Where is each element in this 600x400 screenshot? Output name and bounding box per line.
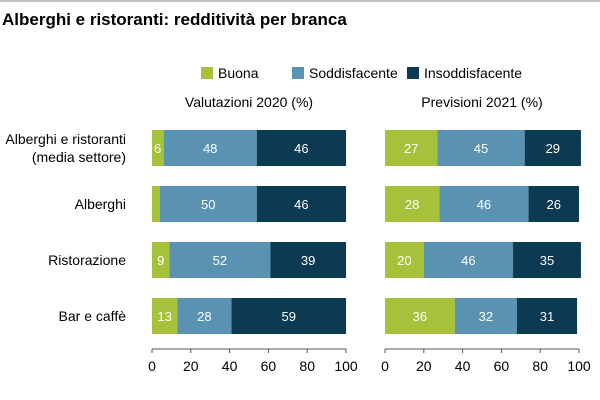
panel-1: Valutazioni 2020 (%) 6 48 46 50 46 9 52 39 13 28 59…	[148, 94, 358, 374]
x-tick-label-2-0: 0	[381, 358, 389, 374]
panel-title-2: Previsioni 2021 (%)	[421, 94, 542, 110]
bar-p1-c3-insoddisfacente	[270, 242, 346, 278]
bar-label-p2-c3-buona: 20	[397, 253, 411, 268]
bar-label-p2-c2-insoddisfacente: 26	[547, 197, 561, 212]
bar-p2-c1-buona	[385, 130, 438, 166]
bar-p2-c3-buona	[385, 242, 424, 278]
bar-label-p2-c1-insoddisfacente: 29	[546, 141, 560, 156]
x-tick-label-1-60: 60	[261, 358, 277, 374]
bar-label-p2-c1-buona: 27	[404, 141, 418, 156]
x-tick-label-2-40: 40	[455, 358, 471, 374]
bar-label-p2-c4-insoddisfacente: 31	[540, 309, 554, 324]
bar-label-p1-c1-buona: 6	[154, 141, 161, 156]
panel-2: Previsioni 2021 (%) 27 45 29 28 46 26 20 46 35 36 3…	[381, 94, 591, 374]
category-label-4-line-1: Bar e caffè	[59, 308, 127, 324]
panels: Valutazioni 2020 (%) 6 48 46 50 46 9 52 39 13 28 59…	[148, 94, 591, 374]
category-label-1-line-1: Alberghi e ristoranti	[5, 131, 126, 147]
bar-label-p2-c3-insoddisfacente: 35	[540, 253, 554, 268]
bar-p1-c2-insoddisfacente	[256, 186, 346, 222]
bar-label-p2-c3-soddisfacente: 46	[461, 253, 475, 268]
legend-swatch-insoddisfacente	[407, 67, 419, 79]
bar-p1-c4-insoddisfacente	[231, 298, 346, 334]
bar-p2-c1-insoddisfacente	[524, 130, 581, 166]
bar-label-p1-c3-soddisfacente: 52	[213, 253, 227, 268]
category-label-1-line-2: (media settore)	[32, 149, 126, 165]
bar-p2-c4-insoddisfacente	[516, 298, 578, 334]
bar-label-p2-c1-soddisfacente: 45	[474, 141, 488, 156]
bar-p2-c2-insoddisfacente	[528, 186, 579, 222]
bar-p1-c1-buona	[152, 130, 164, 166]
bar-label-p1-c3-insoddisfacente: 39	[301, 253, 315, 268]
bar-label-p1-c1-insoddisfacente: 46	[294, 141, 308, 156]
category-labels: Alberghi e ristoranti (media settore) Albe…	[5, 131, 126, 324]
x-tick-label-1-80: 80	[299, 358, 315, 374]
category-label-2-line-1: Alberghi	[75, 196, 126, 212]
bar-p2-c4-buona	[385, 298, 455, 334]
bar-label-p1-c2-soddisfacente: 50	[201, 197, 215, 212]
legend-swatch-soddisfacente	[292, 67, 304, 79]
bar-label-p1-c4-buona: 13	[157, 309, 171, 324]
bar-p1-c4-buona	[152, 298, 178, 334]
bar-p1-c3-buona	[152, 242, 170, 278]
bar-label-p1-c1-soddisfacente: 48	[203, 141, 217, 156]
bar-label-p1-c4-insoddisfacente: 59	[282, 309, 296, 324]
legend-swatch-buona	[201, 67, 213, 79]
bar-label-p1-c2-insoddisfacente: 46	[294, 197, 308, 212]
bar-p1-c2-soddisfacente	[159, 186, 257, 222]
bar-p2-c2-buona	[385, 186, 440, 222]
bar-p1-c3-soddisfacente	[169, 242, 271, 278]
legend-label-insoddisfacente: Insoddisfacente	[424, 65, 522, 81]
bar-p2-c3-soddisfacente	[423, 242, 514, 278]
legend-label-buona: Buona	[218, 65, 259, 81]
x-tick-label-2-60: 60	[494, 358, 510, 374]
chart-title: Alberghi e ristoranti: redditività per b…	[2, 10, 347, 29]
x-tick-label-2-20: 20	[416, 358, 432, 374]
x-tick-label-1-100: 100	[334, 358, 358, 374]
category-label-3-line-1: Ristorazione	[48, 252, 126, 268]
bar-label-p2-c2-buona: 28	[405, 197, 419, 212]
bar-p2-c1-soddisfacente	[437, 130, 525, 166]
bar-p2-c4-soddisfacente	[454, 298, 517, 334]
legend-label-soddisfacente: Soddisfacente	[309, 65, 398, 81]
bar-p1-c1-insoddisfacente	[256, 130, 346, 166]
bar-label-p1-c4-soddisfacente: 28	[197, 309, 211, 324]
x-tick-label-2-80: 80	[532, 358, 548, 374]
x-tick-label-1-0: 0	[148, 358, 156, 374]
x-tick-label-1-20: 20	[183, 358, 199, 374]
bar-p2-c2-soddisfacente	[439, 186, 529, 222]
bar-p1-c2-buona	[152, 186, 160, 222]
x-tick-label-1-40: 40	[222, 358, 238, 374]
legend: Buona Soddisfacente Insoddisfacente	[201, 65, 522, 81]
bar-p1-c1-soddisfacente	[163, 130, 257, 166]
bar-label-p2-c2-soddisfacente: 46	[477, 197, 491, 212]
bar-p2-c3-insoddisfacente	[513, 242, 581, 278]
bar-label-p1-c3-buona: 9	[157, 253, 164, 268]
bar-label-p2-c4-soddisfacente: 32	[479, 309, 493, 324]
x-tick-label-2-100: 100	[567, 358, 591, 374]
bar-label-p2-c4-buona: 36	[413, 309, 427, 324]
panel-title-1: Valutazioni 2020 (%)	[185, 94, 313, 110]
bar-p1-c4-soddisfacente	[177, 298, 232, 334]
